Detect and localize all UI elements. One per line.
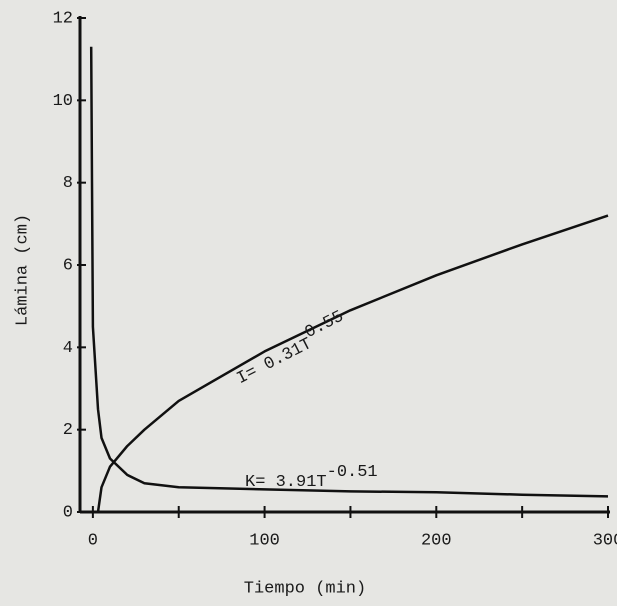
- annotation-superscript: -0.51: [327, 463, 378, 482]
- annotation-text: K= 3.91T: [245, 473, 327, 492]
- y-axis-label: Lámina (cm): [13, 214, 32, 326]
- y-tick-label: 12: [53, 9, 73, 28]
- y-tick-label: 0: [63, 503, 73, 522]
- x-tick-label: 100: [249, 531, 280, 550]
- y-tick-label: 6: [63, 256, 73, 275]
- y-tick-label: 4: [63, 339, 73, 358]
- x-tick-label: 0: [88, 531, 98, 550]
- x-axis-label: Tiempo (min): [244, 579, 366, 598]
- y-tick-label: 10: [53, 92, 73, 111]
- series-line: [89, 46, 609, 498]
- series-line: [96, 214, 609, 513]
- x-tick-label: 200: [421, 531, 452, 550]
- x-tick-label: 300: [593, 531, 617, 550]
- y-tick-label: 8: [63, 174, 73, 193]
- annotation: K= 3.91T-0.51: [245, 463, 378, 492]
- y-tick-label: 2: [63, 421, 73, 440]
